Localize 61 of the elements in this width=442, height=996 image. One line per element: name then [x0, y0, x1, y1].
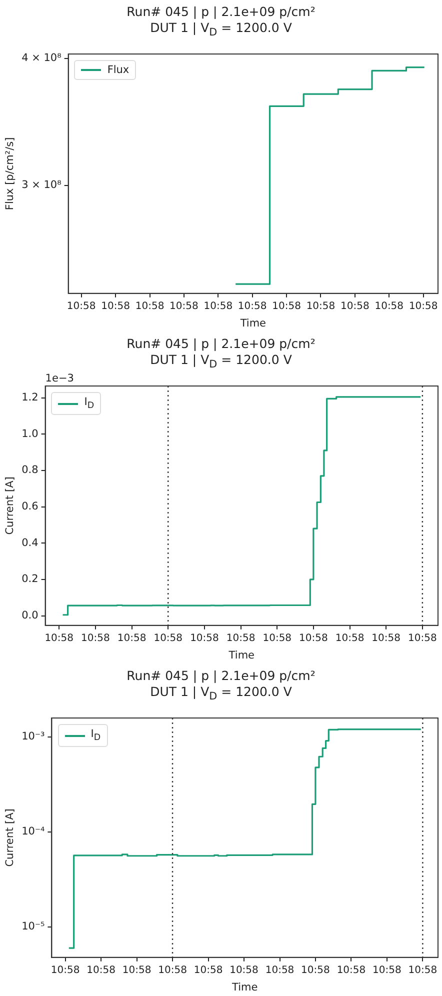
x-tick-label: 10:58 [335, 632, 364, 644]
x-tick-label: 10:58 [194, 964, 223, 976]
y-axis-title: Current [A] [4, 808, 16, 867]
x-tick-label: 10:58 [299, 632, 328, 644]
x-tick-label: 10:58 [238, 300, 267, 312]
y-axis-title: Current [A] [4, 476, 16, 535]
chart-title: Run# 045 | p | 2.1e+09 p/cm² [126, 4, 316, 19]
x-tick-label: 10:58 [306, 300, 336, 312]
y-tick-label: 0.2 [22, 573, 38, 586]
legend-label: Flux [107, 64, 130, 76]
x-tick-label: 10:58 [230, 964, 258, 976]
x-axis-title: Time [231, 981, 258, 994]
y-tick-label: 0.4 [22, 536, 39, 549]
y-tick-label: 4 × 10⁸ [22, 52, 62, 64]
y-tick-label: 3 × 10⁸ [22, 179, 62, 192]
x-tick-label: 10:58 [204, 300, 233, 312]
chart-subtitle: DUT 1 | V$_{D}$ = 1200.0 V [150, 684, 292, 702]
x-tick-label: 10:58 [154, 632, 183, 644]
chart-title: Run# 045 | p | 2.1e+09 p/cm² [126, 336, 316, 351]
x-tick-label: 10:58 [408, 632, 437, 644]
x-tick-label: 10:58 [135, 300, 164, 312]
y-tick-label: 10⁻⁵ [22, 920, 45, 933]
y-tick-label: 10⁻³ [22, 730, 45, 743]
x-tick-label: 10:58 [372, 632, 400, 644]
y-axis-title: Flux [p/cm²/s] [4, 137, 16, 210]
x-tick-label: 10:58 [408, 300, 438, 312]
x-tick-label: 10:58 [86, 964, 116, 976]
legend-label: I$_{D}$ [84, 396, 94, 412]
x-tick-label: 10:58 [226, 632, 256, 644]
legend-label: I$_{D}$ [90, 728, 101, 744]
x-tick-label: 10:58 [301, 964, 330, 976]
chart-subtitle: DUT 1 | V$_{D}$ = 1200.0 V [150, 352, 292, 370]
x-tick-label: 10:58 [44, 632, 74, 644]
chart-subtitle: DUT 1 | V$_{D}$ = 1200.0 V [150, 20, 292, 38]
y-tick-label: 10⁻⁴ [22, 826, 45, 838]
x-tick-label: 10:58 [117, 632, 146, 644]
x-tick-label: 10:58 [262, 632, 292, 644]
text: 1e−3 [45, 372, 74, 384]
x-tick-label: 10:58 [50, 964, 80, 976]
x-tick-label: 10:58 [374, 300, 404, 312]
y-tick-label: 0.0 [22, 610, 38, 622]
chart-title: Run# 045 | p | 2.1e+09 p/cm² [126, 668, 316, 683]
x-tick-label: 10:58 [190, 632, 219, 644]
x-tick-label: 10:58 [66, 300, 96, 312]
x-tick-label: 10:58 [158, 964, 187, 976]
x-tick-label: 10:58 [101, 300, 130, 312]
x-tick-label: 10:58 [272, 300, 301, 312]
x-tick-label: 10:58 [265, 964, 294, 976]
x-tick-label: 10:58 [122, 964, 152, 976]
y-tick-label: 1.2 [22, 392, 38, 404]
y-tick-label: 0.8 [22, 464, 38, 476]
x-tick-label: 10:58 [340, 300, 370, 312]
x-tick-label: 10:58 [372, 964, 402, 976]
y-tick-label: 1.0 [22, 428, 38, 440]
x-tick-label: 10:58 [81, 632, 110, 644]
x-tick-label: 10:58 [336, 964, 366, 976]
x-tick-label: 10:58 [408, 964, 438, 976]
x-axis-title: Time [239, 317, 266, 330]
x-axis-title: Time [228, 649, 254, 662]
x-tick-label: 10:58 [170, 300, 198, 312]
y-tick-label: 0.6 [22, 500, 39, 513]
